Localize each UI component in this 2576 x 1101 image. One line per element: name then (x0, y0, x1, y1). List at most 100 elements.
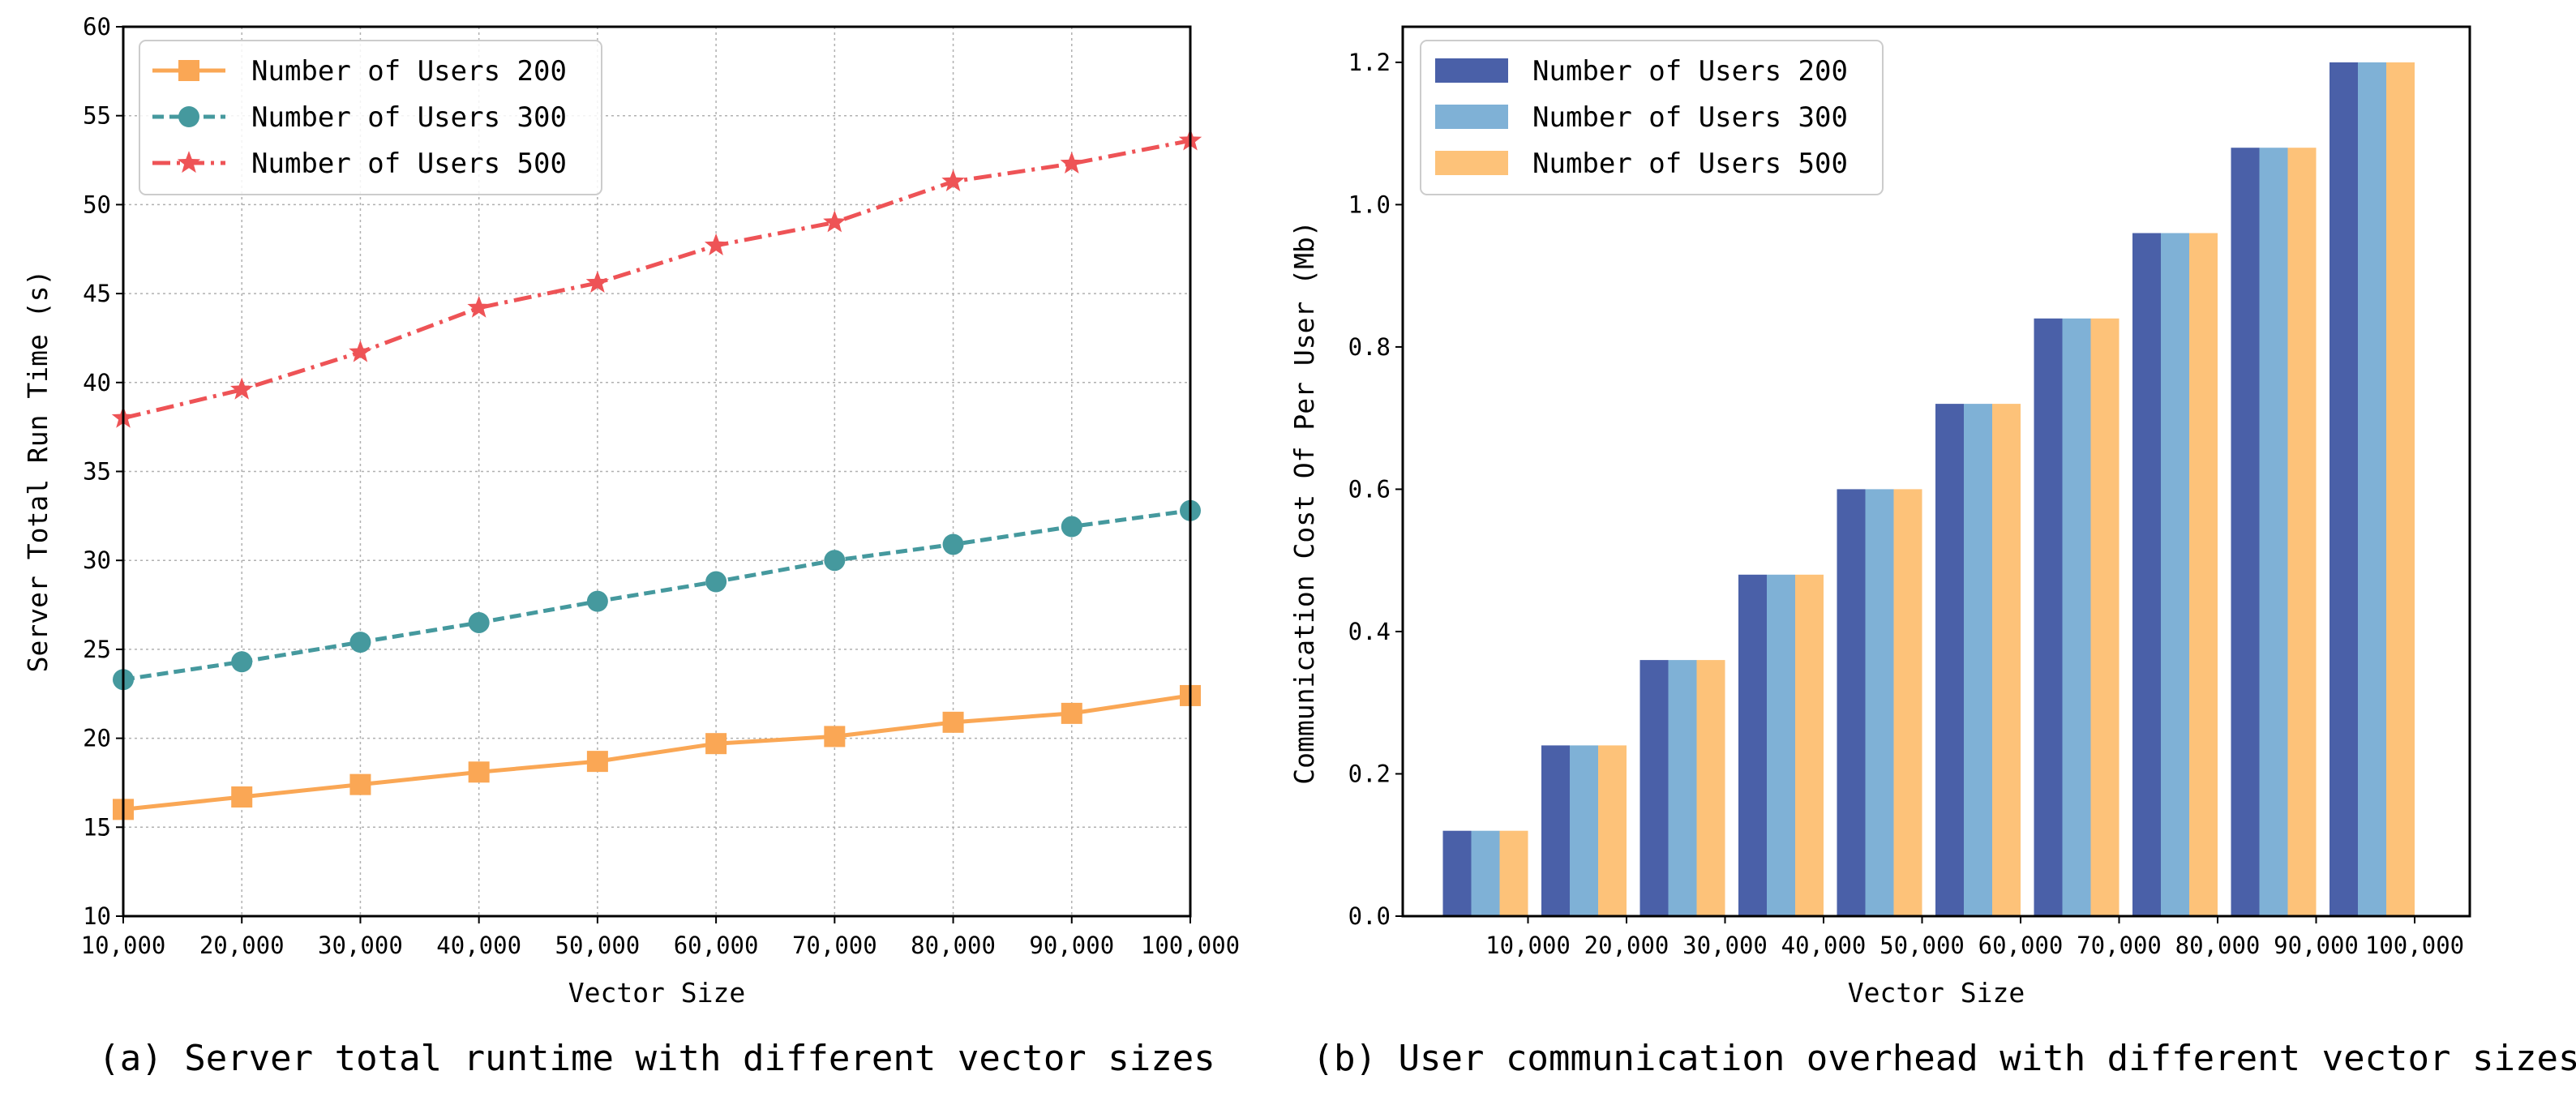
y-tick-label: 0.2 (1348, 760, 1391, 787)
y-tick-label: 0.6 (1348, 475, 1391, 503)
legend-swatch (1435, 105, 1508, 129)
legend: Number of Users 200 Number of Users 300 Nu… (139, 40, 602, 195)
y-axis-ticks: 10 15 20 25 30 35 40 45 50 55 60 (83, 13, 123, 930)
bar (1696, 660, 1725, 916)
bar (2034, 318, 2063, 916)
y-axis-label: Communication Cost Of Per User (Mb) (1288, 221, 1320, 784)
x-tick-label: 90,000 (2274, 932, 2359, 959)
legend-label: Number of Users 300 (251, 101, 567, 134)
runtime-line-chart: 10,000 20,000 30,000 40,000 50,000 60,000 70,0… (22, 13, 1240, 1079)
x-axis-label: Vector Size (1848, 977, 2025, 1009)
legend-swatch (1435, 58, 1508, 83)
circle-marker (468, 611, 490, 633)
x-tick-label: 100,000 (1141, 932, 1240, 959)
bar (1442, 830, 1472, 916)
legend-swatch (1435, 151, 1508, 175)
square-marker (468, 761, 490, 783)
bar (1598, 745, 1627, 916)
legend-label: Number of Users 200 (1532, 55, 1848, 88)
bar (2062, 318, 2091, 916)
bar (1865, 489, 1894, 916)
legend-item: Number of Users 200 (1435, 55, 1848, 88)
circle-marker (705, 571, 727, 593)
x-tick-label: 20,000 (199, 932, 285, 959)
bar (2189, 233, 2218, 916)
bar (1837, 489, 1866, 916)
bar (1935, 404, 1964, 917)
circle-marker (1061, 516, 1082, 538)
y-tick-label: 55 (83, 102, 111, 130)
star-marker (230, 377, 254, 400)
circle-marker (942, 533, 964, 555)
bar (1795, 574, 1824, 916)
legend-item: Number of Users 300 (1435, 101, 1848, 134)
bar (2358, 62, 2386, 916)
y-tick-label: 40 (83, 369, 111, 396)
square-marker (178, 60, 199, 81)
y-tick-label: 60 (83, 13, 111, 41)
y-tick-label: 25 (83, 636, 111, 663)
bar (1992, 404, 2021, 917)
bar (2132, 233, 2161, 916)
y-tick-label: 15 (83, 813, 111, 841)
y-axis-ticks: 0.0 0.2 0.4 0.6 0.8 1.0 1.2 (1348, 49, 1403, 930)
y-tick-label: 50 (83, 191, 111, 218)
y-tick-label: 1.0 (1348, 191, 1391, 218)
star-marker (1060, 152, 1083, 174)
square-marker (1061, 702, 1082, 724)
legend-box (1420, 40, 1884, 195)
x-tick-label: 70,000 (2077, 932, 2162, 959)
bar (2330, 62, 2358, 916)
x-tick-label: 30,000 (1682, 932, 1768, 959)
plot-frame (1401, 25, 2471, 918)
bars (1442, 62, 2415, 917)
bar (2259, 148, 2288, 916)
star-marker (467, 295, 491, 318)
legend-item: Number of Users 500 (1435, 148, 1848, 180)
square-marker (705, 733, 727, 755)
y-tick-label: 0.0 (1348, 902, 1391, 930)
x-tick-label: 50,000 (555, 932, 641, 959)
legend-label: Number of Users 500 (251, 148, 567, 180)
square-marker (824, 726, 846, 748)
bar (1471, 830, 1500, 916)
x-tick-label: 30,000 (318, 932, 403, 959)
caption-b: (b) User communication overhead with dif… (1313, 1038, 2576, 1079)
x-tick-label: 70,000 (792, 932, 877, 959)
bar (1541, 745, 1570, 916)
x-tick-label: 10,000 (1485, 932, 1571, 959)
x-tick-label: 10,000 (81, 932, 166, 959)
bar (1964, 404, 1992, 917)
x-tick-label: 90,000 (1029, 932, 1114, 959)
legend-item: Number of Users 300 (152, 101, 567, 134)
bar (1499, 830, 1528, 916)
bar (2386, 62, 2415, 916)
x-tick-label: 40,000 (1781, 932, 1867, 959)
square-marker (942, 711, 964, 733)
data-series (111, 128, 1202, 820)
star-marker (349, 340, 372, 362)
bar (1639, 660, 1669, 916)
y-axis-label: Server Total Run Time (s) (22, 270, 54, 673)
x-tick-label: 60,000 (674, 932, 759, 959)
star-marker (177, 151, 201, 174)
bar (2161, 233, 2189, 916)
caption-a: (a) Server total runtime with different … (98, 1038, 1215, 1079)
bar (2231, 148, 2260, 916)
square-marker (231, 786, 253, 808)
series-line (122, 138, 1191, 421)
star-marker (941, 169, 965, 191)
legend-item: Number of Users 200 (152, 55, 567, 88)
y-tick-label: 45 (83, 280, 111, 307)
x-tick-label: 80,000 (2175, 932, 2261, 959)
x-tick-label: 20,000 (1584, 932, 1669, 959)
x-tick-label: 60,000 (1978, 932, 2064, 959)
x-axis-ticks: 10,000 20,000 30,000 40,000 50,000 60,000 70,0… (81, 916, 1240, 959)
series-line (122, 693, 1191, 812)
legend-item: Number of Users 500 (152, 148, 567, 180)
x-axis-label: Vector Size (568, 977, 746, 1009)
legend-label: Number of Users 300 (1532, 101, 1848, 134)
star-marker (704, 233, 728, 255)
series-number-of-users-300 (113, 499, 1201, 691)
